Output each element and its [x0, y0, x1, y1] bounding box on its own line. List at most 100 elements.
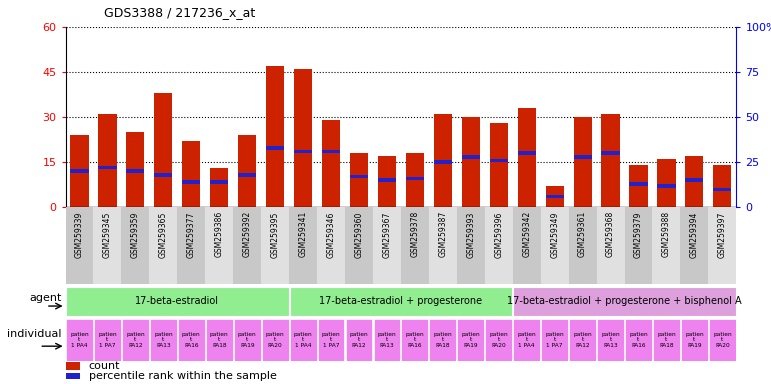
Text: patien
t
1 PA4: patien t 1 PA4 — [517, 332, 536, 348]
Bar — [322, 150, 340, 153]
Bar — [99, 166, 116, 169]
Bar — [126, 169, 144, 173]
Bar — [238, 173, 256, 177]
Bar — [266, 146, 284, 150]
Bar — [513, 207, 540, 284]
Bar — [182, 180, 200, 184]
Text: individual: individual — [7, 328, 62, 339]
Bar — [713, 165, 732, 207]
Bar — [378, 156, 396, 207]
Text: GSM259365: GSM259365 — [159, 211, 168, 258]
Text: patien
t
PA18: patien t PA18 — [433, 332, 452, 348]
Bar — [485, 319, 512, 361]
Text: GSM259386: GSM259386 — [215, 211, 224, 257]
Bar — [178, 319, 205, 361]
Text: patien
t
1 PA7: patien t 1 PA7 — [322, 332, 340, 348]
Bar — [182, 141, 200, 207]
Bar — [234, 319, 261, 361]
Bar — [517, 151, 536, 155]
Bar — [70, 135, 89, 207]
Text: patien
t
PA19: patien t PA19 — [238, 332, 257, 348]
Bar — [429, 207, 456, 284]
Bar — [597, 319, 624, 361]
Text: patien
t
PA18: patien t PA18 — [657, 332, 675, 348]
Bar — [434, 161, 452, 164]
Bar — [490, 159, 508, 162]
Bar — [294, 150, 312, 153]
Text: GSM259379: GSM259379 — [634, 211, 643, 258]
Bar — [540, 207, 568, 284]
Bar — [541, 319, 568, 361]
Text: patien
t
PA18: patien t PA18 — [210, 332, 228, 348]
Bar — [513, 319, 540, 361]
Text: GDS3388 / 217236_x_at: GDS3388 / 217236_x_at — [104, 6, 255, 19]
Text: patien
t
1 PA7: patien t 1 PA7 — [98, 332, 116, 348]
Bar — [713, 187, 732, 191]
Bar — [66, 319, 93, 361]
Bar — [546, 186, 564, 207]
Text: patien
t
PA19: patien t PA19 — [685, 332, 704, 348]
Bar — [485, 207, 513, 284]
Bar — [154, 173, 173, 177]
Bar — [597, 207, 625, 284]
Text: patien
t
PA20: patien t PA20 — [713, 332, 732, 348]
Bar — [629, 165, 648, 207]
Bar — [126, 132, 144, 207]
Bar — [66, 287, 288, 316]
Text: patien
t
PA13: patien t PA13 — [601, 332, 620, 348]
Text: patien
t
PA20: patien t PA20 — [490, 332, 508, 348]
Text: patien
t
PA12: patien t PA12 — [126, 332, 145, 348]
Bar — [205, 207, 233, 284]
Bar — [709, 319, 736, 361]
Bar — [457, 319, 484, 361]
Text: patien
t
PA19: patien t PA19 — [462, 332, 480, 348]
Bar — [574, 155, 591, 159]
Bar — [462, 117, 480, 207]
Text: GSM259368: GSM259368 — [606, 211, 615, 257]
Bar — [653, 319, 680, 361]
Bar — [177, 207, 205, 284]
Bar — [289, 207, 317, 284]
Bar — [93, 207, 122, 284]
Text: GSM259341: GSM259341 — [298, 211, 308, 257]
Text: GSM259378: GSM259378 — [410, 211, 419, 257]
Bar — [685, 156, 703, 207]
Bar — [66, 362, 80, 369]
Text: GSM259388: GSM259388 — [662, 211, 671, 257]
Bar — [569, 319, 596, 361]
Bar — [456, 207, 485, 284]
Text: GSM259387: GSM259387 — [439, 211, 447, 257]
Text: GSM259345: GSM259345 — [103, 211, 112, 258]
Bar — [517, 108, 536, 207]
Text: patien
t
PA20: patien t PA20 — [266, 332, 284, 348]
Bar — [318, 319, 345, 361]
Bar — [625, 319, 652, 361]
Bar — [658, 184, 675, 187]
Text: GSM259377: GSM259377 — [187, 211, 196, 258]
Bar — [406, 177, 424, 180]
Bar — [261, 319, 288, 361]
Text: GSM259361: GSM259361 — [578, 211, 587, 257]
Text: patien
t
PA16: patien t PA16 — [182, 332, 200, 348]
Text: percentile rank within the sample: percentile rank within the sample — [89, 371, 277, 381]
Bar — [462, 155, 480, 159]
Bar — [350, 153, 368, 207]
Text: patien
t
PA12: patien t PA12 — [574, 332, 592, 348]
Text: patien
t
PA16: patien t PA16 — [629, 332, 648, 348]
Bar — [345, 319, 372, 361]
Text: GSM259392: GSM259392 — [243, 211, 251, 257]
Bar — [434, 114, 452, 207]
Text: GSM259394: GSM259394 — [690, 211, 699, 258]
Bar — [378, 179, 396, 182]
Text: 17-beta-estradiol + progesterone: 17-beta-estradiol + progesterone — [319, 296, 483, 306]
Text: GSM259397: GSM259397 — [718, 211, 727, 258]
Bar — [154, 93, 173, 207]
Text: GSM259360: GSM259360 — [355, 211, 363, 258]
Bar — [652, 207, 680, 284]
Text: agent: agent — [29, 293, 62, 303]
Bar — [601, 114, 620, 207]
Text: GSM259349: GSM259349 — [550, 211, 559, 258]
Text: GSM259396: GSM259396 — [494, 211, 503, 258]
Bar — [680, 207, 709, 284]
Bar — [402, 319, 429, 361]
